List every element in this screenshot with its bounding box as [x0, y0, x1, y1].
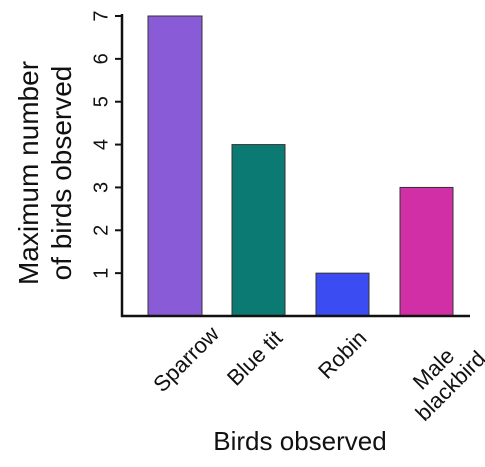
y-tick-label: 5 [90, 96, 112, 107]
bar [315, 272, 370, 317]
bar [231, 144, 286, 317]
y-tick-label: 4 [90, 139, 112, 150]
y-tick-label: 2 [90, 225, 112, 236]
y-tick-label: 7 [90, 10, 112, 21]
y-tick-label: 3 [90, 182, 112, 193]
y-tick-label: 6 [90, 53, 112, 64]
y-tick-label: 1 [90, 268, 112, 279]
bar [147, 15, 203, 317]
x-axis-title: Birds observed [213, 426, 387, 456]
bar [399, 186, 454, 317]
y-axis-title: Maximum number of birds observed [13, 60, 77, 286]
